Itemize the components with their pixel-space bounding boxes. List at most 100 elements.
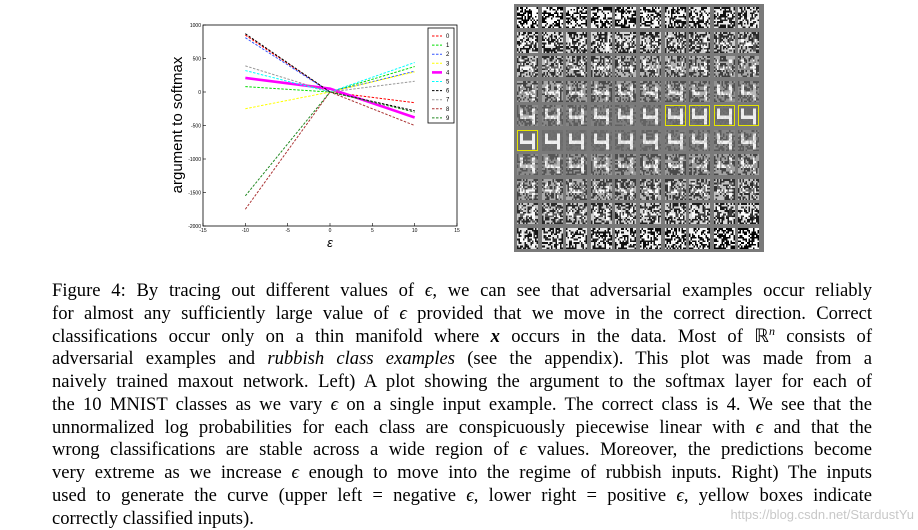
caption-text: provided that we move in the correct dir…: [407, 303, 872, 324]
mosaic-tile: [738, 130, 759, 151]
caption-text: unnormalized log probabilities for each …: [52, 417, 756, 438]
mosaic-tile: [615, 105, 636, 126]
mosaic-tile: [615, 228, 636, 249]
mosaic-tile: [615, 203, 636, 224]
y-tick-label: -2000: [188, 224, 201, 230]
mosaic-tile: [689, 228, 710, 249]
mosaic-tile: [591, 32, 612, 53]
mosaic-tile: [517, 81, 538, 102]
mosaic-tile: [591, 203, 612, 224]
x-tick-label: 0: [329, 228, 332, 234]
caption-math: ϵ: [466, 485, 474, 506]
caption-math: ϵ: [291, 462, 299, 483]
y-tick-label: 500: [193, 57, 202, 63]
y-tick-label: 1000: [190, 23, 201, 29]
mosaic-tile: [714, 154, 735, 175]
caption-math: ϵ: [519, 439, 527, 460]
mosaic-tile: [714, 179, 735, 200]
mosaic-tile: [615, 56, 636, 77]
mosaic-tile: [689, 154, 710, 175]
mosaic-tile: [714, 32, 735, 53]
mosaic-tile: [517, 154, 538, 175]
mosaic-tile: [517, 203, 538, 224]
caption-text: the 10 MNIST classes as we vary: [52, 394, 331, 415]
mosaic-tile: [689, 32, 710, 53]
mosaic-tile: [615, 7, 636, 28]
caption-math: ϵ: [676, 485, 684, 506]
mosaic-tile: [665, 56, 686, 77]
mosaic-tile: [591, 81, 612, 102]
caption-text: , yellow boxes indicate: [684, 485, 872, 506]
mosaic-tile: [738, 154, 759, 175]
mosaic-tile: [517, 7, 538, 28]
y-tick-label: 0: [198, 90, 201, 96]
mosaic-tile-correct: [517, 130, 538, 151]
mosaic-tile: [665, 32, 686, 53]
mosaic-tile: [517, 56, 538, 77]
mosaic-tile: [665, 81, 686, 102]
caption-text: consists of: [775, 326, 872, 347]
caption-text: , lower right = positive: [474, 485, 677, 506]
mosaic-tile: [689, 179, 710, 200]
caption-line: Figure 4: By tracing out different value…: [52, 280, 872, 303]
mosaic-tile: [689, 81, 710, 102]
mosaic-tile: [640, 179, 661, 200]
mosaic-tile: [591, 7, 612, 28]
mosaic-tile: [640, 7, 661, 28]
mosaic-tile: [640, 56, 661, 77]
caption-text: naively trained maxout network. Left) A …: [52, 371, 872, 392]
mosaic-tile: [591, 154, 612, 175]
mosaic-tile: [714, 56, 735, 77]
mosaic-tile: [517, 32, 538, 53]
mosaic-tile: [542, 179, 563, 200]
mosaic-tile: [566, 32, 587, 53]
mosaic-tile: [665, 7, 686, 28]
mosaic-tile: [517, 228, 538, 249]
mosaic-tile: [566, 130, 587, 151]
caption-text: on a single input example. The correct c…: [338, 394, 872, 415]
mosaic-tile: [542, 7, 563, 28]
caption-text: and that the: [763, 417, 872, 438]
mosaic-tile: [714, 7, 735, 28]
x-tick-label: -5: [285, 228, 290, 234]
mosaic-tile: [542, 81, 563, 102]
mosaic-tile: [738, 56, 759, 77]
mosaic-tile: [615, 154, 636, 175]
caption-text: (see the appendix). This plot was made f…: [455, 348, 872, 369]
mosaic-tile: [566, 154, 587, 175]
mosaic-tile: [591, 130, 612, 151]
caption-math: ϵ: [399, 303, 407, 324]
x-tick-label: -10: [242, 228, 249, 234]
mosaic-tile: [542, 56, 563, 77]
x-tick-label: 10: [412, 228, 418, 234]
mosaic-tile: [714, 81, 735, 102]
x-axis-label: ε: [327, 235, 333, 250]
caption-text: very extreme as we increase: [52, 462, 291, 483]
caption-line: used to generate the curve (upper left =…: [52, 485, 872, 508]
mosaic-tile: [714, 130, 735, 151]
caption-line: unnormalized log probabilities for each …: [52, 417, 872, 440]
caption-line: classifications occur only on a thin man…: [52, 326, 872, 349]
caption-text: for almost any sufficiently large value …: [52, 303, 399, 324]
mosaic-tile: [665, 203, 686, 224]
mosaic-tile: [714, 203, 735, 224]
mosaic-tile: [542, 228, 563, 249]
mosaic-tile: [566, 105, 587, 126]
mosaic-tile: [689, 130, 710, 151]
caption-text: Figure 4: By tracing out different value…: [52, 280, 425, 301]
mosaic-tile: [689, 7, 710, 28]
mosaic-tile: [542, 203, 563, 224]
mosaic-tile: [615, 81, 636, 102]
mosaic-tile: [517, 105, 538, 126]
watermark: https://blog.csdn.net/StardustYu: [730, 507, 914, 522]
caption-line: for almost any sufficiently large value …: [52, 303, 872, 326]
mosaic-tile: [640, 203, 661, 224]
mosaic-tile: [689, 203, 710, 224]
mosaic-tile: [689, 56, 710, 77]
mosaic-tile: [738, 179, 759, 200]
mosaic-tile: [566, 228, 587, 249]
caption-text: wrong classifications are stable across …: [52, 439, 519, 460]
mosaic-tile: [615, 130, 636, 151]
mosaic-tile: [591, 56, 612, 77]
caption-math: ϵ: [331, 394, 339, 415]
